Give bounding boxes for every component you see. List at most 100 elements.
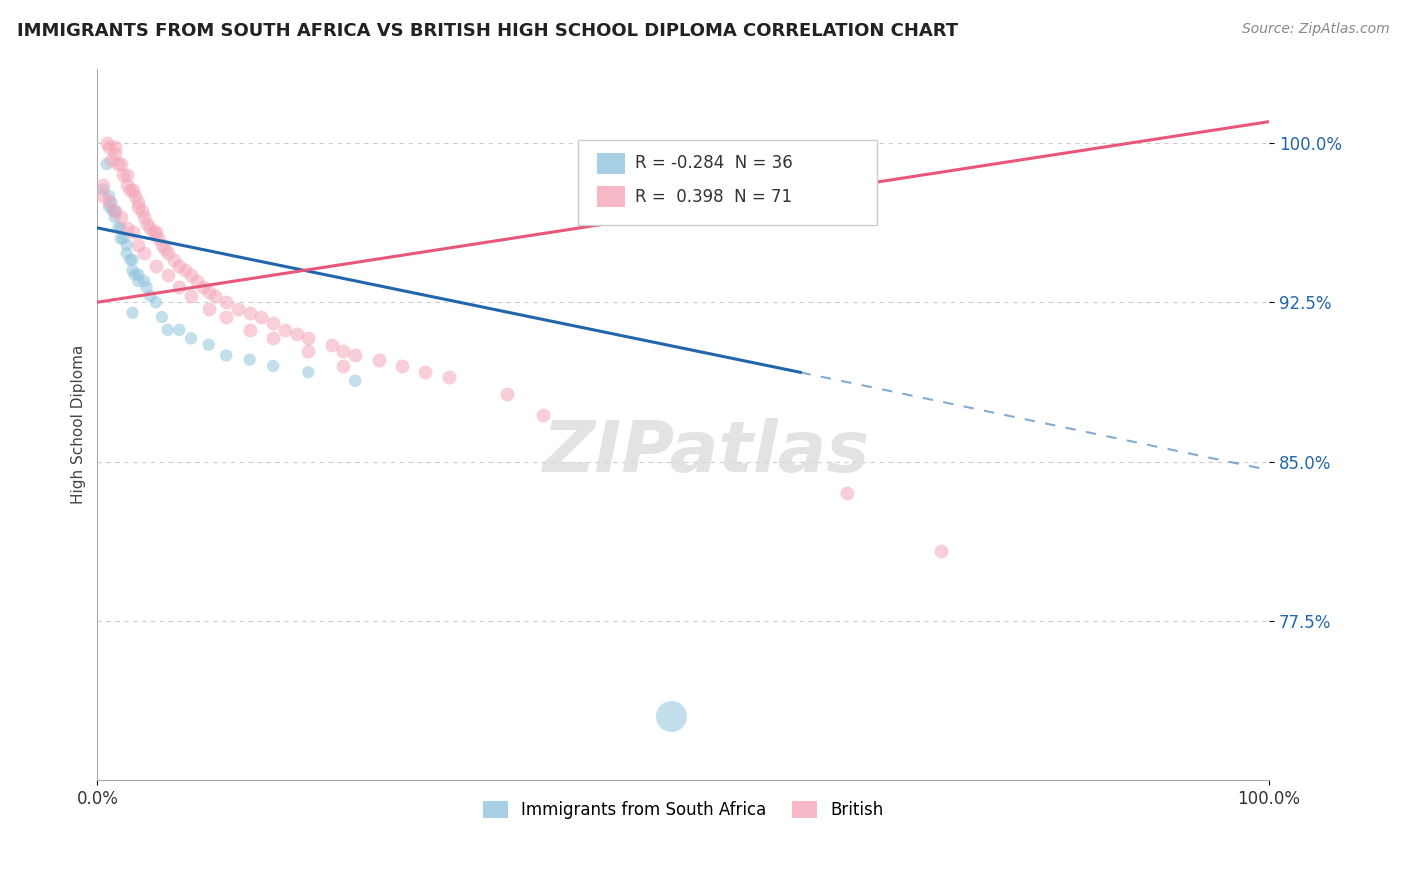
Point xyxy=(332,359,354,373)
Point xyxy=(297,331,319,345)
Point xyxy=(169,280,191,294)
Point xyxy=(156,323,179,337)
Point xyxy=(367,352,389,367)
Point xyxy=(127,195,149,210)
Point xyxy=(127,238,149,252)
FancyBboxPatch shape xyxy=(596,186,624,207)
Point xyxy=(115,246,138,260)
Point xyxy=(661,709,683,723)
Point xyxy=(131,203,153,218)
Point xyxy=(929,544,952,558)
Point xyxy=(215,310,238,325)
Point xyxy=(391,359,413,373)
Point xyxy=(239,306,262,320)
Point xyxy=(285,327,308,342)
Point xyxy=(531,408,554,422)
Point xyxy=(344,348,367,362)
FancyBboxPatch shape xyxy=(596,153,624,174)
Point xyxy=(107,220,129,235)
Point xyxy=(98,189,121,203)
Point xyxy=(104,203,127,218)
Point xyxy=(145,225,167,239)
Point xyxy=(156,268,179,282)
Point xyxy=(169,259,191,273)
Point xyxy=(121,252,143,267)
Point xyxy=(197,301,219,316)
Point xyxy=(112,168,135,182)
Point xyxy=(100,195,122,210)
Point xyxy=(121,263,143,277)
Point xyxy=(162,252,184,267)
Point xyxy=(344,374,367,388)
Point xyxy=(115,168,138,182)
Point xyxy=(169,323,191,337)
Point xyxy=(124,189,146,203)
Point xyxy=(191,280,214,294)
Point xyxy=(215,348,238,362)
Point xyxy=(98,140,121,154)
Point xyxy=(91,189,114,203)
Point xyxy=(274,323,297,337)
Point xyxy=(139,289,162,303)
Text: R = -0.284  N = 36: R = -0.284 N = 36 xyxy=(636,154,793,172)
Point xyxy=(145,295,167,310)
Point xyxy=(197,337,219,351)
Point xyxy=(150,310,173,325)
Point xyxy=(262,331,284,345)
Point xyxy=(155,242,177,256)
Point xyxy=(174,263,197,277)
Point xyxy=(100,153,122,167)
Point xyxy=(120,252,142,267)
Point xyxy=(134,211,156,225)
Point xyxy=(437,369,460,384)
Point xyxy=(262,359,284,373)
Point xyxy=(180,268,202,282)
Point xyxy=(134,246,156,260)
Point xyxy=(139,220,162,235)
Point xyxy=(110,231,132,245)
Point xyxy=(127,268,149,282)
Point xyxy=(135,217,157,231)
Text: Source: ZipAtlas.com: Source: ZipAtlas.com xyxy=(1241,22,1389,37)
Point xyxy=(180,289,202,303)
Text: IMMIGRANTS FROM SOUTH AFRICA VS BRITISH HIGH SCHOOL DIPLOMA CORRELATION CHART: IMMIGRANTS FROM SOUTH AFRICA VS BRITISH … xyxy=(17,22,957,40)
Point xyxy=(135,280,157,294)
Point xyxy=(239,323,262,337)
Point xyxy=(415,365,437,379)
Point xyxy=(186,274,208,288)
Point xyxy=(180,331,202,345)
Point xyxy=(104,146,127,161)
Point xyxy=(96,157,118,171)
Point xyxy=(148,231,170,245)
Point xyxy=(121,225,143,239)
Point xyxy=(112,231,135,245)
Text: ZIPatlas: ZIPatlas xyxy=(543,418,870,487)
Point xyxy=(226,301,249,316)
Point xyxy=(104,140,127,154)
Point xyxy=(127,200,149,214)
Point xyxy=(321,337,343,351)
Point xyxy=(239,352,262,367)
Point xyxy=(215,295,238,310)
Point xyxy=(115,238,138,252)
Point xyxy=(110,157,132,171)
Point xyxy=(145,259,167,273)
FancyBboxPatch shape xyxy=(578,140,876,225)
Point xyxy=(496,386,519,401)
Point xyxy=(98,200,121,214)
Y-axis label: High School Diploma: High School Diploma xyxy=(72,344,86,504)
Point xyxy=(121,183,143,197)
Point xyxy=(150,238,173,252)
Point xyxy=(297,344,319,359)
Point xyxy=(250,310,273,325)
Point xyxy=(110,211,132,225)
Text: R =  0.398  N = 71: R = 0.398 N = 71 xyxy=(636,187,793,206)
Point xyxy=(262,317,284,331)
Point xyxy=(107,157,129,171)
Point xyxy=(156,246,179,260)
Point xyxy=(110,220,132,235)
Point xyxy=(115,220,138,235)
Point xyxy=(837,486,859,500)
Point xyxy=(142,225,165,239)
Legend: Immigrants from South Africa, British: Immigrants from South Africa, British xyxy=(477,794,890,825)
